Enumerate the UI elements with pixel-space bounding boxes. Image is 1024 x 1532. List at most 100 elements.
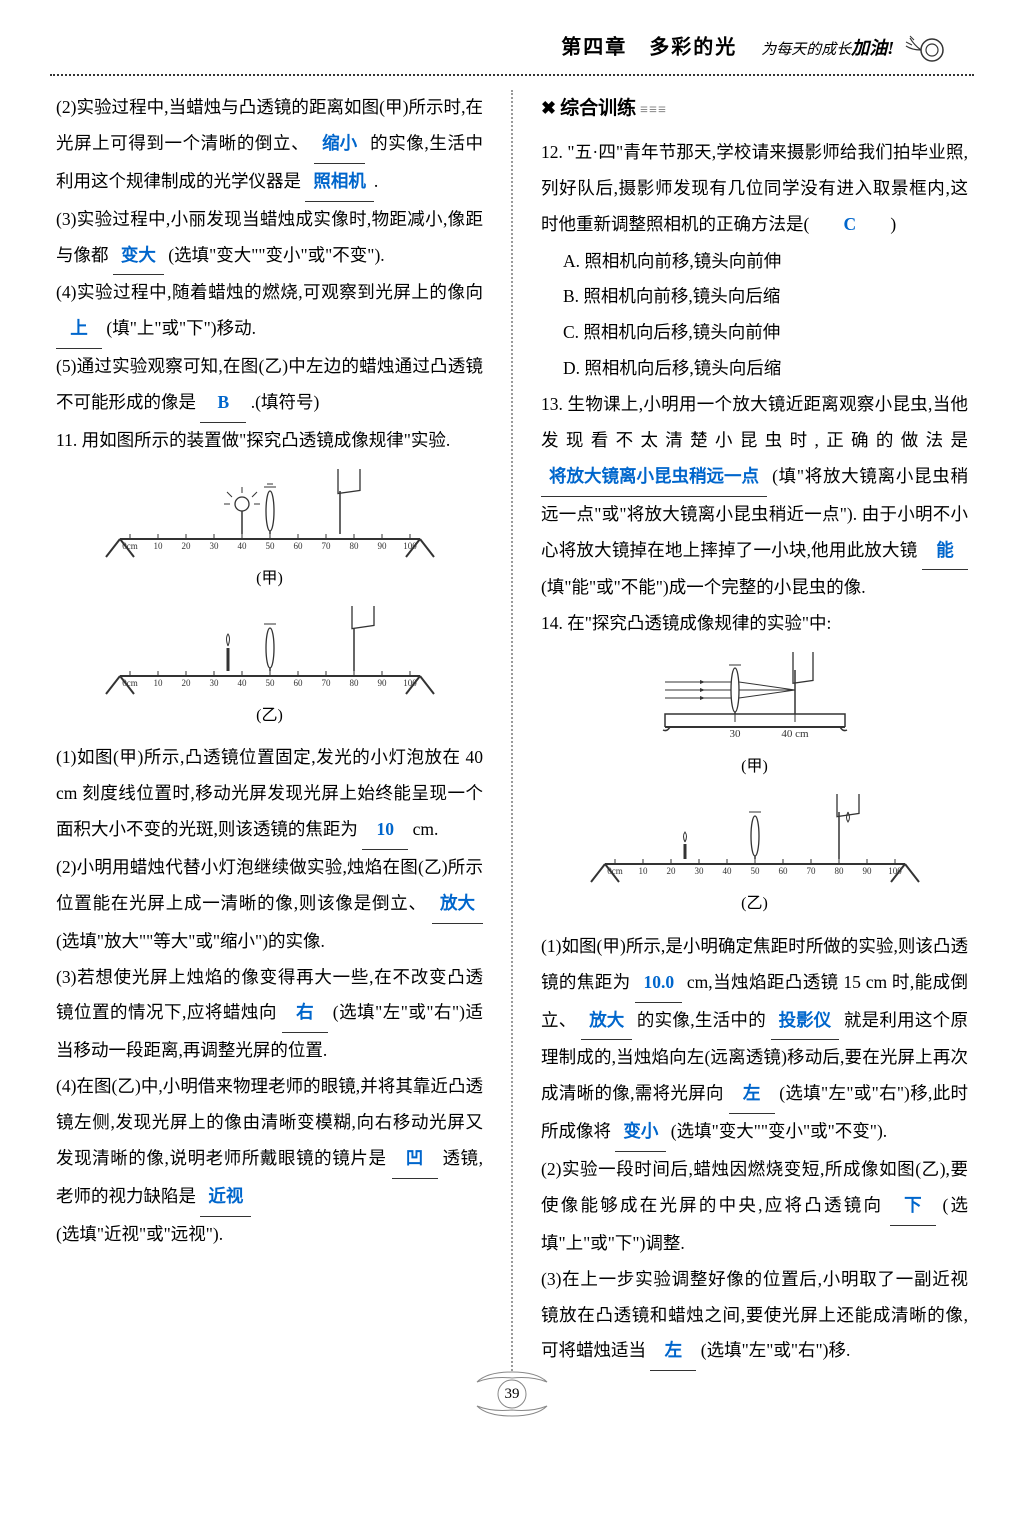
svg-text:20: 20	[181, 678, 191, 688]
svg-text:20: 20	[181, 541, 191, 551]
answer: 照相机	[305, 164, 374, 202]
figure-14-yi: 0cm 10 20 30 40 50 60 70 80 90 100	[541, 794, 968, 884]
answer: B	[200, 385, 246, 423]
header-rule	[50, 74, 974, 76]
svg-text:0cm: 0cm	[122, 678, 138, 688]
q-text: (选填"近视"或"远视").	[56, 1224, 223, 1244]
answer: 缩小	[314, 126, 365, 164]
right-column: ✖综合训练 ≡≡≡ 12. "五·四"青年节那天,学校请来摄影师给我们拍毕业照,列…	[513, 90, 974, 1371]
chapter-title: 第四章 多彩的光	[561, 37, 737, 59]
svg-text:60: 60	[778, 866, 788, 876]
svg-text:40: 40	[237, 678, 247, 688]
fig-label-yi: (乙)	[56, 700, 483, 733]
q-text: (选填"左"或"右")移.	[701, 1340, 851, 1360]
answer: 能	[922, 533, 968, 571]
svg-text:80: 80	[349, 541, 359, 551]
fig-label-yi-r: (乙)	[541, 888, 968, 921]
figure-11-jia: 0cm 10 20 30 40 50 60 70 80 90 100	[56, 469, 483, 559]
svg-text:10: 10	[638, 866, 648, 876]
answer: 放大	[432, 886, 483, 924]
q-text: (2)小明用蜡烛代替小灯泡继续做实验,烛焰在图(乙)所示位置能在光屏上成一清晰的…	[56, 857, 483, 913]
answer: 10	[362, 812, 408, 850]
q-text: (填"上"或"下")移动.	[106, 318, 256, 338]
answer: 将放大镜离小昆虫稍远一点	[541, 459, 767, 497]
q-text: .(填符号)	[251, 392, 320, 412]
svg-text:80: 80	[834, 866, 844, 876]
answer: 放大	[581, 1003, 632, 1041]
page-header: 第四章 多彩的光 为每天的成长加油!	[50, 30, 974, 70]
section-title: ✖综合训练 ≡≡≡	[541, 90, 968, 129]
answer: 近视	[200, 1179, 251, 1217]
q-text: (填"能"或"不能")成一个完整的小昆虫的像.	[541, 577, 866, 597]
q-text: (选填"放大""等大"或"缩小")的实像.	[56, 931, 325, 951]
answer: 10.0	[635, 965, 682, 1003]
q-text: (选填"变大""变小"或"不变").	[671, 1121, 887, 1141]
bulb-icon	[904, 30, 944, 70]
section-name: 综合训练	[560, 98, 636, 119]
svg-text:30: 30	[209, 678, 219, 688]
svg-text:100: 100	[403, 541, 417, 551]
svg-text:70: 70	[806, 866, 816, 876]
svg-text:50: 50	[750, 866, 760, 876]
svg-text:0cm: 0cm	[122, 541, 138, 551]
svg-text:60: 60	[293, 541, 303, 551]
svg-text:70: 70	[321, 678, 331, 688]
answer: 变小	[615, 1114, 666, 1152]
answer: C	[827, 207, 873, 244]
svg-text:90: 90	[862, 866, 872, 876]
svg-text:100: 100	[403, 678, 417, 688]
option-d: D. 照相机向后移,镜头向后缩	[541, 351, 968, 387]
figure-14-jia: 30 40 cm	[541, 652, 968, 747]
q11-title: 11. 用如图所示的装置做"探究凸透镜成像规律"实验.	[56, 423, 450, 459]
slogan-prefix: 为每天的成长	[761, 42, 851, 58]
svg-text:30: 30	[694, 866, 704, 876]
answer: 投影仪	[771, 1003, 840, 1041]
option-b: B. 照相机向前移,镜头向后缩	[541, 279, 968, 315]
fig-label-jia-r: (甲)	[541, 751, 968, 784]
page-number: 39	[467, 1364, 557, 1419]
page: 第四章 多彩的光 为每天的成长加油! (2)实验过程中,当蜡烛与凸透镜的距离如图…	[0, 0, 1024, 1431]
svg-text:50: 50	[265, 541, 275, 551]
fig-label-jia: (甲)	[56, 563, 483, 596]
section-marker-icon: ✖	[541, 98, 556, 118]
answer: 变大	[113, 238, 164, 276]
q-text: cm.	[413, 819, 439, 839]
figure-11-yi: 0cm 10 20 30 40 50 60 70 80 90 100	[56, 606, 483, 696]
svg-text:60: 60	[293, 678, 303, 688]
section-lines-icon: ≡≡≡	[640, 103, 667, 118]
svg-text:40: 40	[237, 541, 247, 551]
svg-text:0cm: 0cm	[607, 866, 623, 876]
option-c: C. 照相机向后移,镜头向前伸	[541, 315, 968, 351]
left-column: (2)实验过程中,当蜡烛与凸透镜的距离如图(甲)所示时,在光屏上可得到一个清晰的…	[50, 90, 513, 1371]
svg-text:50: 50	[265, 678, 275, 688]
svg-text:40 cm: 40 cm	[781, 728, 809, 740]
svg-text:100: 100	[888, 866, 902, 876]
q-text: .	[374, 171, 378, 191]
q-text: 的实像,生活中的	[637, 1010, 766, 1030]
q-text: 12. "五·四"青年节那天,学校请来摄影师给我们拍毕业照,列好队后,摄影师发现…	[541, 142, 968, 234]
answer: 上	[56, 311, 102, 349]
svg-text:70: 70	[321, 541, 331, 551]
option-a: A. 照相机向前移,镜头向前伸	[541, 244, 968, 280]
q-text: (选填"变大""变小"或"不变").	[168, 245, 384, 265]
header-slogan: 为每天的成长加油!	[761, 42, 898, 58]
q-text: 13. 生物课上,小明用一个放大镜近距离观察小昆虫,当他发现看不太清楚小昆虫时,…	[541, 394, 968, 450]
answer: 右	[282, 995, 328, 1033]
answer: 左	[650, 1333, 696, 1371]
svg-text:40: 40	[722, 866, 732, 876]
svg-text:80: 80	[349, 678, 359, 688]
svg-text:20: 20	[666, 866, 676, 876]
q-text: )	[873, 214, 896, 234]
page-number-value: 39	[505, 1386, 520, 1403]
answer: 左	[729, 1076, 775, 1114]
answer: 下	[890, 1188, 936, 1226]
answer: 凹	[392, 1141, 438, 1179]
slogan-bold: 加油!	[851, 38, 894, 58]
content-columns: (2)实验过程中,当蜡烛与凸透镜的距离如图(甲)所示时,在光屏上可得到一个清晰的…	[50, 90, 974, 1371]
svg-text:90: 90	[377, 541, 387, 551]
q14-title: 14. 在"探究凸透镜成像规律的实验"中:	[541, 613, 831, 633]
svg-text:10: 10	[153, 678, 163, 688]
svg-text:10: 10	[153, 541, 163, 551]
svg-text:30: 30	[209, 541, 219, 551]
svg-text:90: 90	[377, 678, 387, 688]
